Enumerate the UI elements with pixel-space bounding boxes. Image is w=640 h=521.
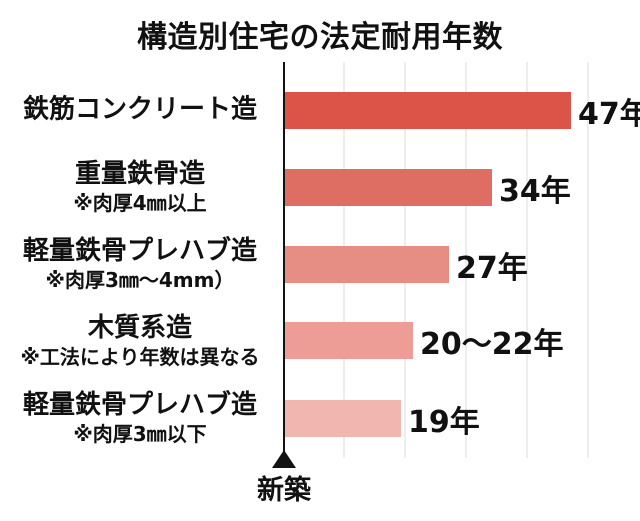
- category-label-text: 軽量鉄骨プレハブ造: [22, 389, 257, 420]
- value-label: 19年: [408, 404, 480, 440]
- gridline-50yr: [587, 62, 589, 458]
- category-label-text: 木質系造: [87, 312, 192, 343]
- category-note-text: ※肉厚3㎜〜4mm）: [45, 267, 235, 292]
- bar-heavy-steel: [285, 169, 492, 206]
- category-note-text: ※肉厚3㎜以下: [73, 421, 207, 446]
- category-label-wood: 木質系造 ※工法により年数は異なる: [0, 313, 280, 369]
- bar-light-steel-prefab-3-4mm: [285, 246, 449, 283]
- bar-row: 47年: [285, 92, 640, 132]
- category-label-text: 鉄筋コンクリート造: [22, 94, 257, 125]
- category-label-text: 重量鉄骨造: [74, 158, 205, 189]
- category-note-text: ※肉厚4㎜以上: [73, 190, 207, 215]
- value-label: 27年: [456, 250, 528, 286]
- bar-row: 20〜22年: [285, 322, 564, 362]
- baseline-label: 新築: [257, 475, 311, 506]
- value-label: 34年: [499, 173, 571, 209]
- gridline-40yr: [526, 62, 528, 458]
- chart-title: 構造別住宅の法定耐用年数: [137, 20, 503, 55]
- baseline-axis: [283, 62, 285, 452]
- category-label-text: 軽量鉄骨プレハブ造: [22, 235, 257, 266]
- bar-rc: [285, 92, 571, 129]
- category-label-heavy-steel: 重量鉄骨造 ※肉厚4㎜以上: [0, 159, 280, 215]
- gridline-30yr: [465, 62, 467, 458]
- bar-row: 34年: [285, 169, 571, 209]
- category-label-rc: 鉄筋コンクリート造: [0, 95, 280, 126]
- category-note-text: ※工法により年数は異なる: [20, 344, 260, 369]
- new-construction-arrow-icon: [272, 450, 296, 468]
- value-label: 20〜22年: [420, 326, 564, 362]
- bar-row: 19年: [285, 400, 480, 440]
- bar-row: 27年: [285, 246, 528, 286]
- bar-wood: [285, 322, 413, 359]
- category-label-light-steel-prefab-3-4mm: 軽量鉄骨プレハブ造 ※肉厚3㎜〜4mm）: [0, 236, 280, 292]
- category-label-light-steel-prefab-under-3mm: 軽量鉄骨プレハブ造 ※肉厚3㎜以下: [0, 390, 280, 446]
- bar-light-steel-prefab-under-3mm: [285, 400, 401, 437]
- value-label: 47年: [578, 96, 640, 132]
